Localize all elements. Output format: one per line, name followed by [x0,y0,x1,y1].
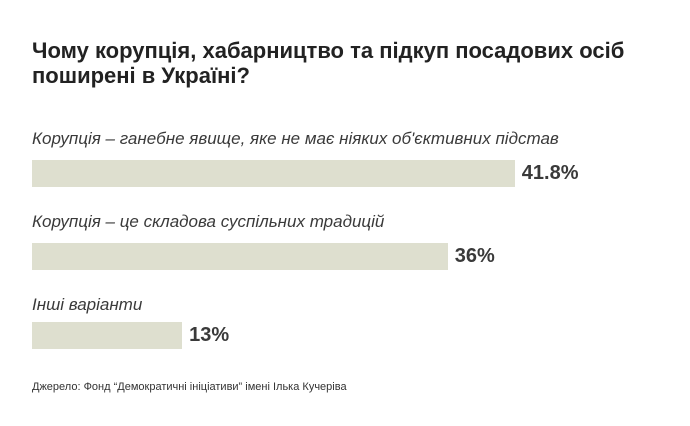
bar-0 [32,160,515,187]
chart-title: Чому корупція, хабарництво та підкуп пос… [32,38,625,88]
bar-2 [32,322,183,349]
category-label-2: Інші варіанти [32,295,143,314]
value-label-0: 41.8% [521,162,579,184]
source-note: Джерело: Фонд “Демократичні ініціативи” … [32,381,347,393]
bar-1 [32,243,448,270]
value-label-2: 13% [189,324,230,346]
category-label-0: Корупція – ганебне явище, яке не має нія… [32,129,559,148]
value-label-1: 36% [454,245,495,267]
category-label-1: Корупція – це складова суспільних традиц… [32,212,385,231]
